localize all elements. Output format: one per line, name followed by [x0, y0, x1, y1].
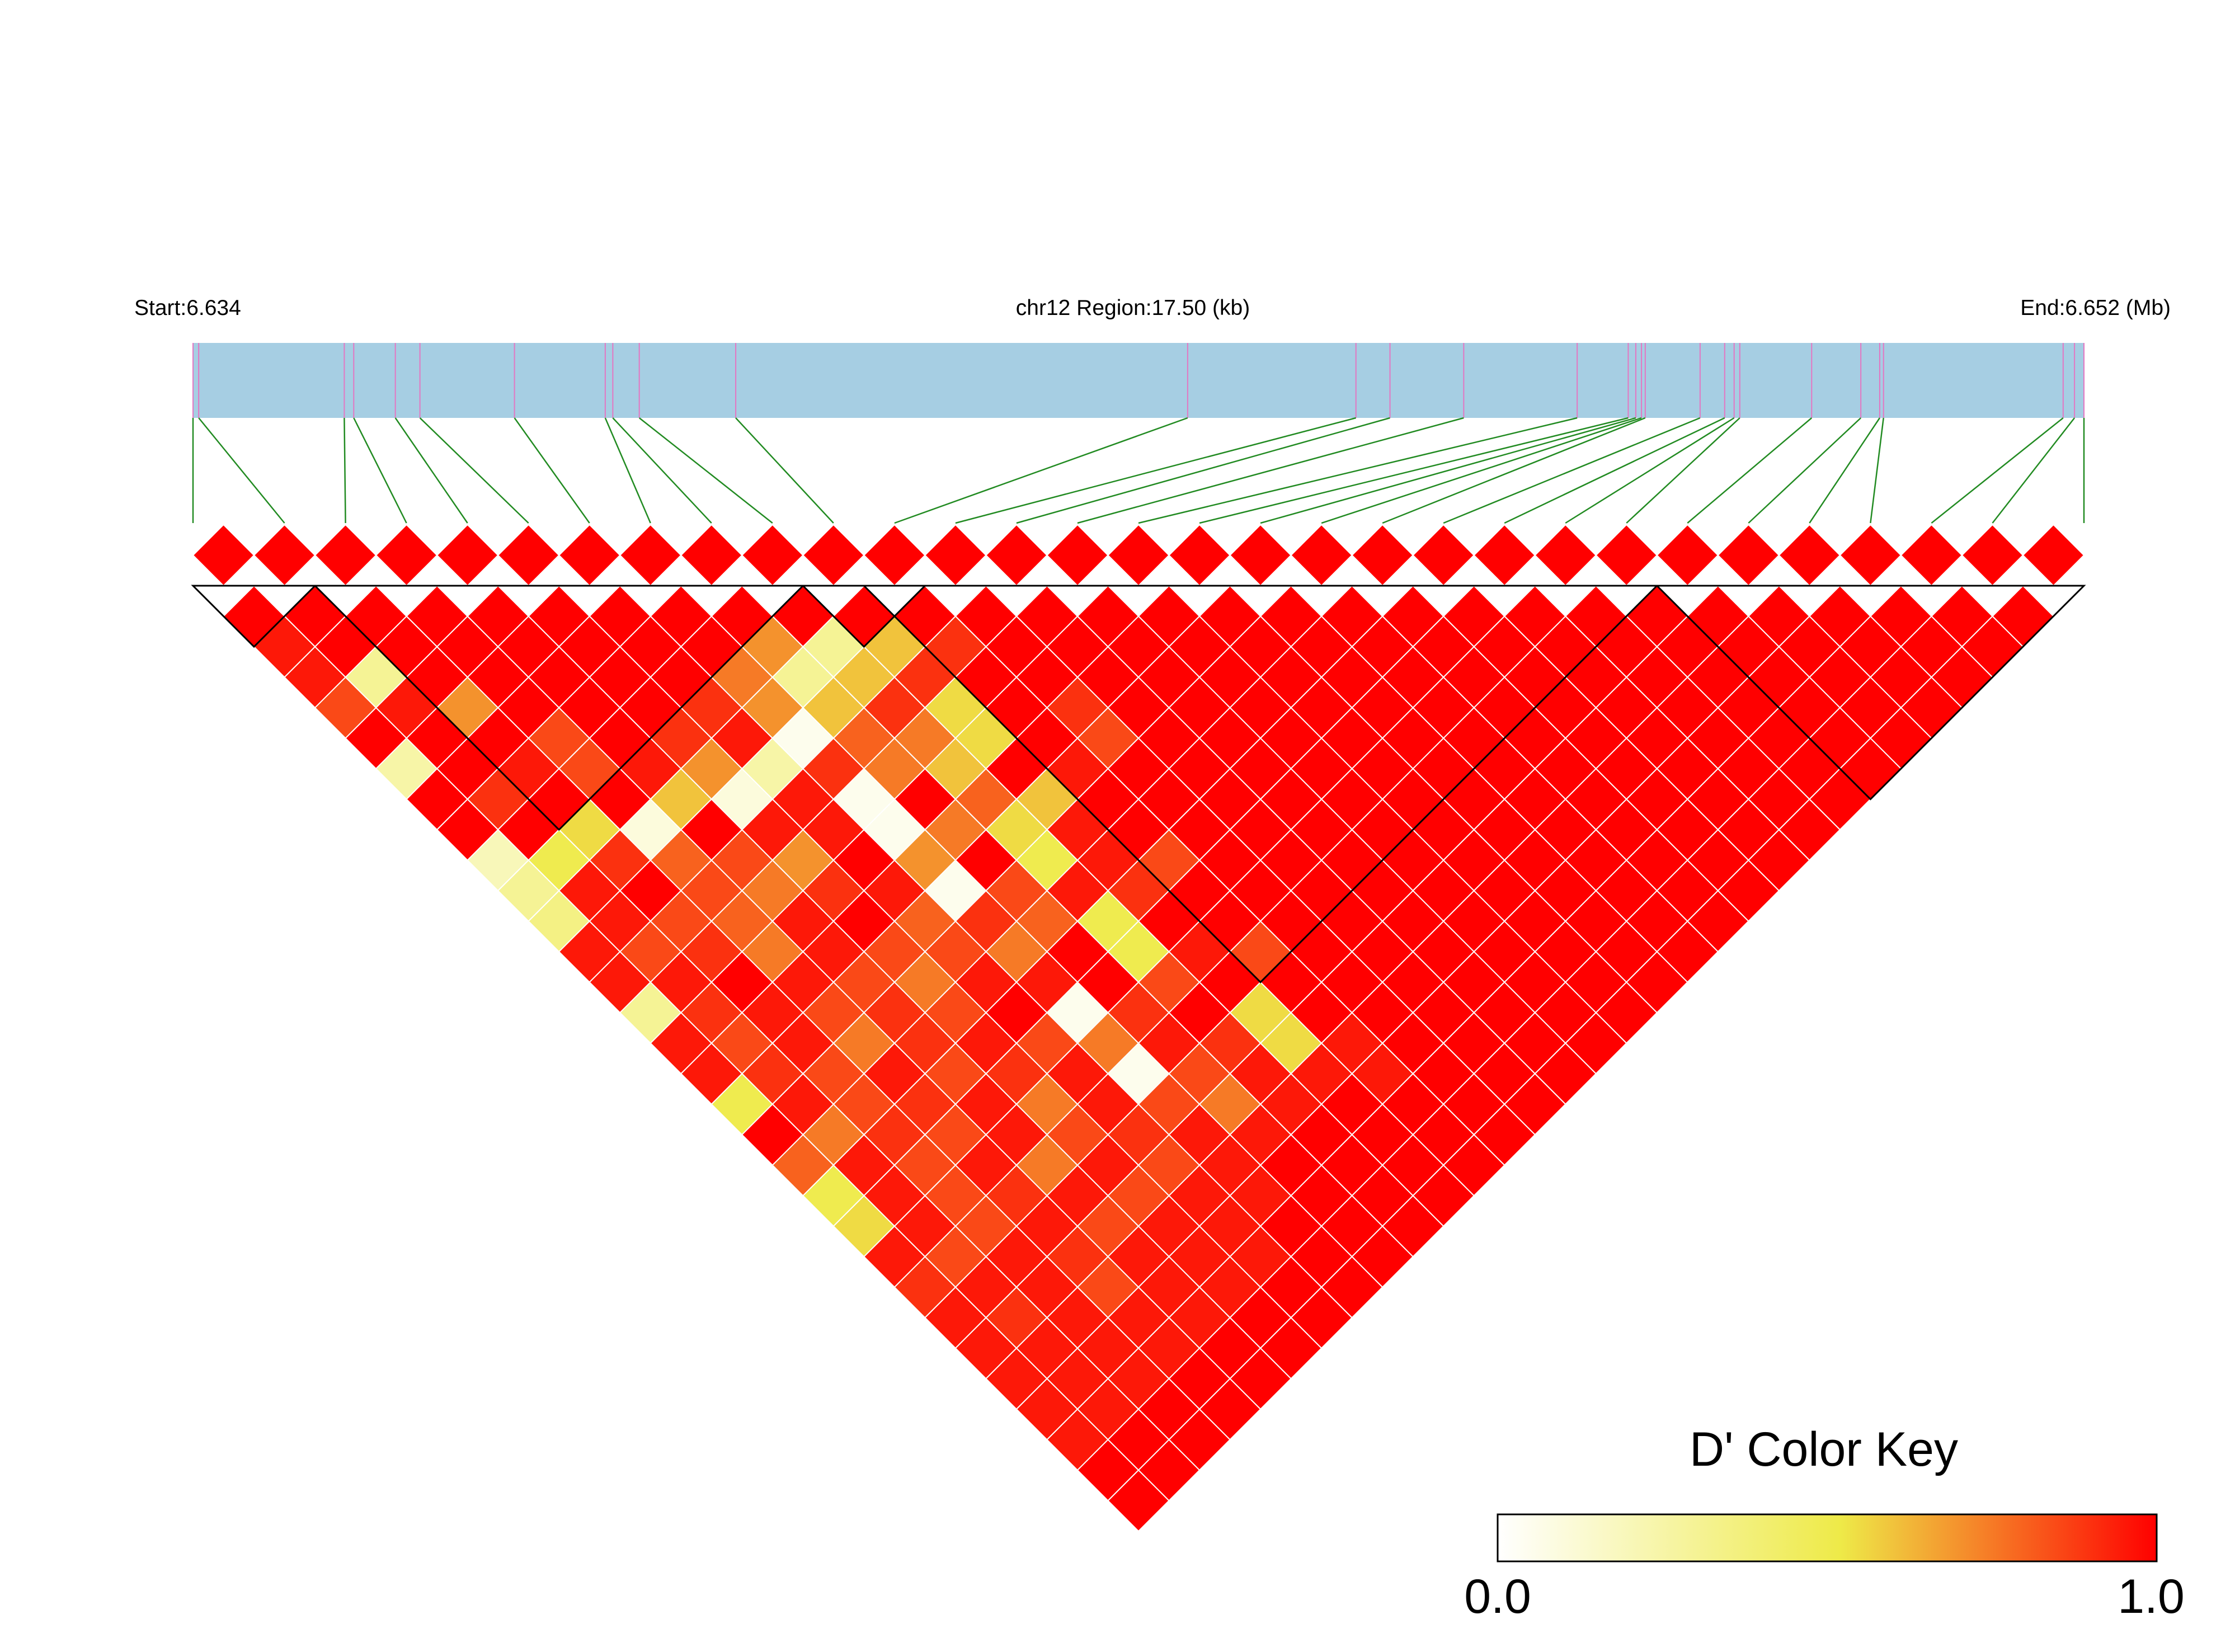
snp-connector: [394, 417, 468, 524]
snp-connector: [1138, 417, 1578, 524]
snp-connector: [1809, 417, 1880, 524]
ld-block-outlines: [191, 585, 2086, 983]
ld-cell: [192, 524, 255, 587]
ld-cell: [1595, 524, 1658, 587]
snp-connector: [514, 417, 590, 524]
snp-connector: [1626, 417, 1740, 524]
region-size-label: chr12 Region:17.50 (kb): [1016, 296, 1250, 320]
ld-cell: [985, 524, 1048, 587]
region-end-label: End:6.652 (Mb): [2020, 296, 2171, 320]
snp-tick-marks: [192, 343, 2085, 418]
ld-cells: [192, 524, 2085, 1532]
ld-cell: [1168, 524, 1231, 587]
ld-cell: [1412, 524, 1475, 587]
snp-connector: [198, 417, 285, 524]
ld-cell: [497, 524, 560, 587]
color-key-min-label: 0.0: [1464, 1570, 1531, 1623]
ld-cell: [680, 524, 743, 587]
snp-connector: [894, 417, 1188, 524]
ld-cell: [558, 524, 621, 587]
snp-connector: [604, 417, 651, 524]
ld-cell: [375, 524, 438, 587]
snp-connector: [1504, 417, 1725, 524]
ld-cell: [1046, 524, 1109, 587]
snp-connector: [1931, 417, 2064, 524]
ld-cell: [436, 524, 499, 587]
snp-connector: [1260, 417, 1636, 524]
snp-connector: [612, 417, 712, 524]
snp-connector-lines: [192, 417, 2085, 524]
ld-cell: [253, 524, 316, 587]
ld-cell: [802, 524, 865, 587]
snp-connector: [1382, 417, 1646, 524]
ld-cell: [619, 524, 682, 587]
snp-connector: [638, 417, 773, 524]
snp-connector: [1992, 417, 2076, 524]
ld-cell: [1717, 524, 1780, 587]
region-start-label: Start:6.634: [134, 296, 241, 320]
snp-connector: [1687, 417, 1813, 524]
ld-cell: [1107, 1469, 1170, 1532]
color-key-gradient-bar: [1497, 1513, 2158, 1562]
snp-connector: [1077, 417, 1464, 524]
ld-cell: [1473, 524, 1536, 587]
gene-track-bar: [193, 343, 2084, 418]
snp-connector: [344, 417, 346, 524]
snp-connector: [419, 417, 529, 524]
snp-connector: [1565, 417, 1735, 524]
ld-cell: [1656, 524, 1719, 587]
snp-connector: [353, 417, 407, 524]
snp-connector: [1016, 417, 1390, 524]
ld-cell: [1900, 524, 1963, 587]
snp-connector: [1321, 417, 1642, 524]
ld-cell: [1290, 524, 1353, 587]
ld-cell: [1778, 524, 1841, 587]
color-key-title: D' Color Key: [1690, 1423, 1958, 1476]
ld-cell: [1534, 524, 1597, 587]
ld-cell: [314, 524, 377, 587]
snp-connector: [1748, 417, 1862, 524]
snp-connector: [1443, 417, 1701, 524]
color-key-max-label: 1.0: [2118, 1570, 2185, 1623]
snp-connector: [1199, 417, 1629, 524]
ld-cell: [1839, 524, 1902, 587]
snp-connector: [1870, 417, 1884, 524]
ld-cell: [2022, 524, 2085, 587]
snp-connector: [735, 417, 834, 524]
ld-cell: [1229, 524, 1292, 587]
snp-connector: [955, 417, 1357, 524]
ld-cell: [1351, 524, 1414, 587]
ld-cell: [924, 524, 987, 587]
ld-cell: [1107, 524, 1170, 587]
ld-cell: [863, 524, 926, 587]
ld-cell: [1961, 524, 2024, 587]
ld-cell: [741, 524, 804, 587]
